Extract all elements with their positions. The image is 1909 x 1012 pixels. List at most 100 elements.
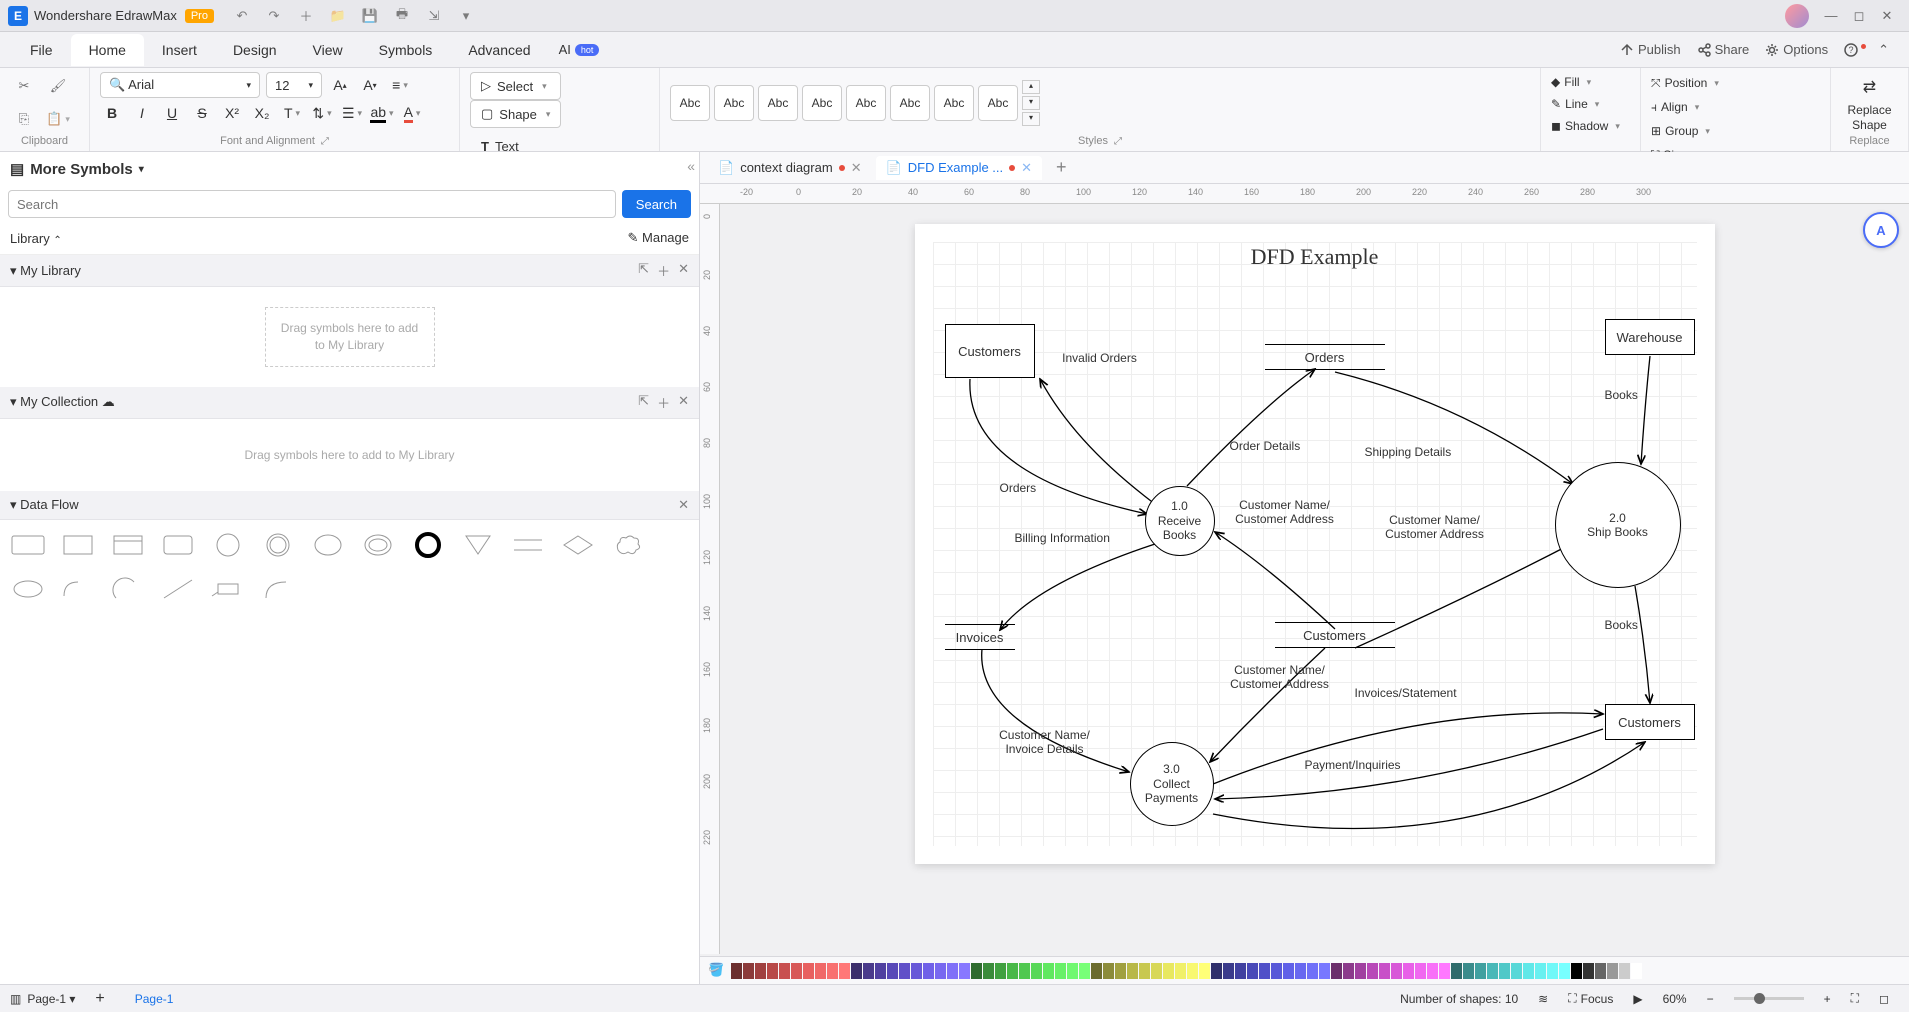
color-swatch[interactable] bbox=[1103, 963, 1114, 979]
color-swatch[interactable] bbox=[1379, 963, 1390, 979]
color-swatch[interactable] bbox=[791, 963, 802, 979]
canvas-viewport[interactable]: DFD Example CustomersWarehouseCustomers1… bbox=[700, 204, 1909, 956]
color-swatch[interactable] bbox=[959, 963, 970, 979]
fill-button[interactable]: ◆ Fill bbox=[1551, 72, 1591, 92]
data-flow-header[interactable]: ▾ Data Flow ✕ bbox=[0, 491, 699, 520]
color-swatch[interactable] bbox=[1439, 963, 1450, 979]
minimize-button[interactable]: — bbox=[1817, 2, 1845, 30]
page-link[interactable]: Page-1 bbox=[125, 992, 184, 1006]
symbol-search-input[interactable] bbox=[8, 190, 616, 218]
color-swatch[interactable] bbox=[1295, 963, 1306, 979]
menu-tab-file[interactable]: File bbox=[12, 34, 71, 66]
new-icon[interactable]: ＋ bbox=[298, 8, 314, 24]
dfd-shape-18[interactable] bbox=[258, 572, 298, 606]
export-coll-icon[interactable]: ⇱ bbox=[638, 393, 649, 412]
color-swatch[interactable] bbox=[911, 963, 922, 979]
page-layout-icon[interactable]: ▥ bbox=[10, 992, 21, 1006]
color-swatch[interactable] bbox=[1511, 963, 1522, 979]
export-lib-icon[interactable]: ⇱ bbox=[638, 261, 649, 280]
color-swatch[interactable] bbox=[1451, 963, 1462, 979]
group-button[interactable]: ⊞ Group bbox=[1651, 120, 1739, 142]
user-avatar[interactable] bbox=[1785, 4, 1809, 28]
my-collection-dropzone[interactable]: Drag symbols here to add to My Library bbox=[40, 435, 659, 476]
page-selector[interactable]: Page-1 ▾ bbox=[27, 992, 75, 1006]
color-swatch[interactable] bbox=[731, 963, 742, 979]
color-swatch[interactable] bbox=[1559, 963, 1570, 979]
dfd-shape-3[interactable] bbox=[158, 528, 198, 562]
dfd-shape-7[interactable] bbox=[358, 528, 398, 562]
color-swatch[interactable] bbox=[1595, 963, 1606, 979]
color-swatch[interactable] bbox=[1235, 963, 1246, 979]
highlight-icon[interactable]: ab bbox=[370, 102, 394, 124]
close-tab-icon[interactable]: ✕ bbox=[851, 160, 862, 176]
select-tool[interactable]: ▷ Select bbox=[470, 72, 561, 100]
color-swatch[interactable] bbox=[923, 963, 934, 979]
add-page-button[interactable]: + bbox=[81, 990, 118, 1008]
decrease-font-icon[interactable]: A▾ bbox=[358, 74, 382, 96]
drawing-page[interactable]: DFD Example CustomersWarehouseCustomers1… bbox=[915, 224, 1715, 864]
zoom-in-button[interactable]: + bbox=[1814, 992, 1841, 1006]
color-swatch[interactable] bbox=[1079, 963, 1090, 979]
color-swatch[interactable] bbox=[1535, 963, 1546, 979]
shape-tool[interactable]: ▢ Shape bbox=[470, 100, 561, 128]
color-swatch[interactable] bbox=[875, 963, 886, 979]
color-swatch[interactable] bbox=[1283, 963, 1294, 979]
dfd-shape-5[interactable] bbox=[258, 528, 298, 562]
style-swatch[interactable]: Abc bbox=[890, 85, 930, 121]
layers-icon[interactable]: ≋ bbox=[1528, 992, 1558, 1006]
dfd-shape-8[interactable] bbox=[408, 528, 448, 562]
color-swatch[interactable] bbox=[983, 963, 994, 979]
color-swatch[interactable] bbox=[1583, 963, 1594, 979]
entity-customers_tl[interactable]: Customers bbox=[945, 324, 1035, 378]
color-swatch[interactable] bbox=[1619, 963, 1630, 979]
color-swatch[interactable] bbox=[887, 963, 898, 979]
bullets-icon[interactable]: ☰ bbox=[340, 102, 364, 124]
collapse-ribbon-button[interactable]: ⌃ bbox=[1870, 38, 1897, 62]
color-swatch[interactable] bbox=[1139, 963, 1150, 979]
strike-icon[interactable]: S bbox=[190, 102, 214, 124]
align-button[interactable]: ⫞ Align bbox=[1651, 96, 1739, 118]
color-swatch[interactable] bbox=[1031, 963, 1042, 979]
gallery-more-icon[interactable]: ▾ bbox=[1022, 112, 1040, 126]
underline-icon[interactable]: U bbox=[160, 102, 184, 124]
ai-assistant-bubble[interactable]: A bbox=[1863, 212, 1899, 248]
dfd-shape-17[interactable] bbox=[208, 572, 248, 606]
undo-icon[interactable]: ↶ bbox=[234, 8, 250, 24]
color-swatch[interactable] bbox=[1487, 963, 1498, 979]
options-button[interactable]: Options bbox=[1757, 38, 1836, 61]
color-swatch[interactable] bbox=[1415, 963, 1426, 979]
case-icon[interactable]: T bbox=[280, 102, 304, 124]
cut-icon[interactable]: ✂ bbox=[10, 74, 38, 98]
color-swatch[interactable] bbox=[767, 963, 778, 979]
style-swatch[interactable]: Abc bbox=[670, 85, 710, 121]
datastore-invoices[interactable]: Invoices bbox=[945, 624, 1015, 650]
shadow-button[interactable]: ◼ Shadow bbox=[1551, 116, 1620, 136]
process-p3[interactable]: 3.0CollectPayments bbox=[1130, 742, 1214, 826]
color-swatch[interactable] bbox=[1247, 963, 1258, 979]
font-family-select[interactable]: 🔍 Arial▾ bbox=[100, 72, 260, 98]
color-swatch[interactable] bbox=[935, 963, 946, 979]
fullscreen-icon[interactable]: ◻ bbox=[1869, 992, 1899, 1006]
color-swatch[interactable] bbox=[1115, 963, 1126, 979]
color-swatch[interactable] bbox=[755, 963, 766, 979]
dfd-shape-2[interactable] bbox=[108, 528, 148, 562]
dfd-shape-11[interactable] bbox=[558, 528, 598, 562]
style-swatch[interactable]: Abc bbox=[802, 85, 842, 121]
dfd-shape-9[interactable] bbox=[458, 528, 498, 562]
focus-button[interactable]: ⛶ Focus bbox=[1558, 991, 1623, 1006]
color-swatch[interactable] bbox=[1175, 963, 1186, 979]
export-icon[interactable]: ⇲ bbox=[426, 8, 442, 24]
color-swatch[interactable] bbox=[1199, 963, 1210, 979]
add-tab-button[interactable]: + bbox=[1046, 153, 1077, 182]
color-swatch[interactable] bbox=[1547, 963, 1558, 979]
font-color-icon[interactable]: A bbox=[400, 102, 424, 124]
format-painter-icon[interactable]: 🖌 bbox=[44, 74, 72, 98]
share-button[interactable]: Share bbox=[1689, 38, 1758, 61]
close-tab-icon[interactable]: ✕ bbox=[1021, 160, 1032, 176]
add-coll-icon[interactable]: ＋ bbox=[657, 393, 670, 412]
open-icon[interactable]: 📁 bbox=[330, 8, 346, 24]
color-swatch[interactable] bbox=[995, 963, 1006, 979]
italic-icon[interactable]: I bbox=[130, 102, 154, 124]
color-swatch[interactable] bbox=[1499, 963, 1510, 979]
maximize-button[interactable]: ◻ bbox=[1845, 2, 1873, 30]
